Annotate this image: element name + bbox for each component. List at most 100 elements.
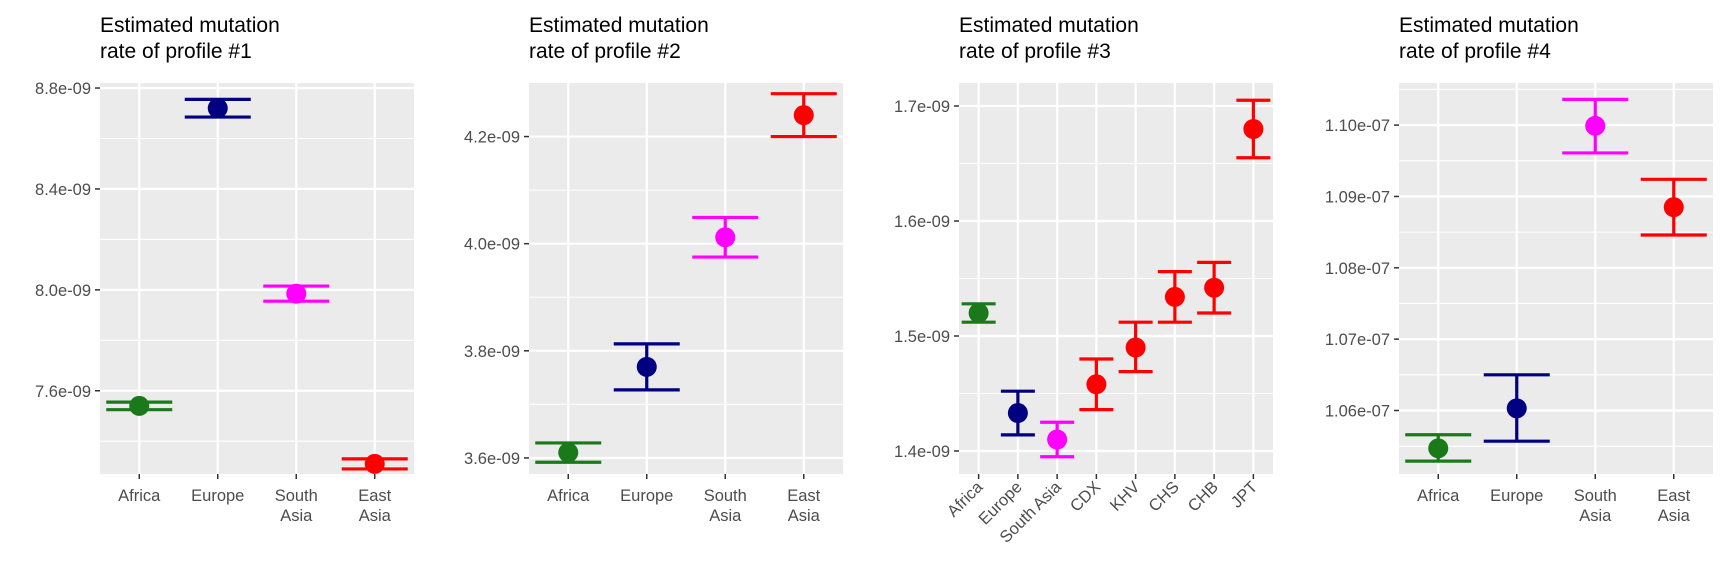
data-point — [1585, 115, 1606, 136]
panel-4: Estimated mutation rate of profile #4 1.06… — [1325, 14, 1713, 525]
data-point — [636, 356, 657, 377]
x-tick-label-line: South — [704, 487, 747, 505]
x-tick-label: East Asia — [787, 487, 820, 525]
panel-3: Estimated mutation rate of profile #3 1.4e… — [894, 14, 1273, 547]
x-tick-label-line: Asia — [788, 507, 821, 525]
x-tick-label: CHS — [1145, 478, 1182, 515]
panel-title: Estimated mutation rate of profile #2 — [529, 14, 709, 63]
x-tick-label-line: Africa — [547, 487, 590, 505]
plot-background — [529, 83, 843, 474]
x-tick-label-line: Asia — [709, 507, 742, 525]
x-tick-label: Europe — [620, 487, 673, 505]
y-tick-label: 1.09e-07 — [1325, 188, 1390, 206]
x-tick-label: Africa — [547, 487, 590, 505]
errorbar-south-asia — [692, 215, 759, 259]
y-tick-label: 4.2e-09 — [464, 129, 520, 147]
x-tick-label-line: Europe — [1490, 487, 1543, 505]
errorbar-europe — [1000, 389, 1035, 437]
y-tick-label: 1.5e-09 — [894, 328, 950, 346]
x-tick-label: CHB — [1185, 478, 1222, 515]
errorbar-south-asia — [1040, 420, 1075, 459]
y-tick-label: 1.7e-09 — [894, 98, 950, 116]
panel-title: Estimated mutation rate of profile #4 — [1399, 14, 1579, 63]
data-point — [364, 453, 385, 474]
x-tick-label-line: East — [787, 487, 820, 505]
data-point — [129, 395, 150, 416]
plot-background — [1399, 83, 1713, 474]
y-tick-label: 8.4e-09 — [35, 181, 91, 199]
plot-background — [100, 83, 414, 474]
errorbar-africa — [1405, 433, 1472, 463]
x-tick-label: KHV — [1107, 478, 1144, 515]
panel-title: Estimated mutation rate of profile #1 — [100, 14, 280, 63]
panel-title-line: Estimated mutation — [959, 14, 1139, 37]
errorbar-europe — [1483, 373, 1550, 443]
data-point — [793, 105, 814, 126]
errorbar-europe — [184, 97, 251, 119]
panel-title-line: rate of profile #2 — [529, 40, 681, 63]
y-tick-label: 3.8e-09 — [464, 343, 520, 361]
data-point — [1663, 197, 1684, 218]
data-point — [1428, 438, 1449, 459]
data-point — [1007, 403, 1028, 424]
errorbar-africa — [961, 302, 996, 324]
x-tick-label: Europe — [1490, 487, 1543, 505]
y-tick-label: 8.8e-09 — [35, 80, 91, 98]
x-tick-label-line: Asia — [280, 507, 313, 525]
panel-2: Estimated mutation rate of profile #2 3.6e… — [464, 14, 843, 525]
x-tick-label-line: East — [1657, 487, 1690, 505]
panel-title-line: Estimated mutation — [529, 14, 709, 37]
panel-title-line: rate of profile #1 — [100, 40, 252, 63]
x-tick-label-line: Europe — [191, 487, 244, 505]
x-tick-label: Africa — [118, 487, 161, 505]
data-point — [1125, 337, 1146, 358]
data-point — [715, 227, 736, 248]
panel-title-line: Estimated mutation — [1399, 14, 1579, 37]
data-point — [1086, 374, 1107, 395]
x-tick-label-line: South — [1574, 487, 1617, 505]
errorbar-east-asia — [770, 92, 837, 139]
errorbar-europe — [613, 342, 680, 392]
data-point — [1047, 429, 1068, 450]
y-tick-label: 1.08e-07 — [1325, 260, 1390, 278]
x-tick-label: South Asia — [1574, 487, 1617, 525]
errorbar-south-asia — [1562, 97, 1629, 155]
x-tick-label: South Asia — [275, 487, 318, 525]
data-point — [1243, 119, 1264, 139]
errorbar-cdx — [1079, 357, 1114, 412]
panel-title-line: rate of profile #3 — [959, 40, 1111, 63]
errorbar-jpt — [1236, 98, 1271, 160]
x-tick-label-line: Asia — [359, 507, 392, 525]
x-tick-label-line: Africa — [118, 487, 161, 505]
data-point — [286, 283, 307, 304]
x-tick-label-line: Asia — [1658, 507, 1691, 525]
x-tick-label-line: Europe — [620, 487, 673, 505]
data-point — [1204, 277, 1225, 298]
panel-title-line: rate of profile #4 — [1399, 40, 1551, 63]
data-point — [1164, 286, 1185, 307]
y-tick-label: 1.10e-07 — [1325, 117, 1390, 135]
errorbar-khv — [1118, 320, 1153, 374]
y-tick-label: 1.06e-07 — [1325, 402, 1390, 420]
x-tick-label-line: Africa — [1417, 487, 1460, 505]
y-tick-label: 8.0e-09 — [35, 282, 91, 300]
errorbar-chb — [1197, 260, 1232, 315]
x-tick-label-line: East — [358, 487, 391, 505]
x-tick-label-line: South — [275, 487, 318, 505]
errorbar-south-asia — [263, 283, 330, 304]
panel-title-line: Estimated mutation — [100, 14, 280, 37]
x-tick-label: CDX — [1067, 478, 1104, 515]
y-tick-label: 7.6e-09 — [35, 383, 91, 401]
panel-title: Estimated mutation rate of profile #3 — [959, 14, 1139, 63]
x-tick-label-line: Asia — [1579, 507, 1612, 525]
errorbar-east-asia — [1640, 177, 1707, 237]
panel-1: Estimated mutation rate of profile #1 7.6e… — [35, 14, 414, 525]
x-tick-label: Europe — [191, 487, 244, 505]
errorbar-africa — [535, 441, 602, 464]
errorbar-chs — [1157, 270, 1192, 324]
data-point — [207, 98, 228, 119]
x-tick-label: South Asia — [704, 487, 747, 525]
errorbar-east-asia — [341, 453, 408, 474]
x-tick-label: East Asia — [358, 487, 391, 525]
